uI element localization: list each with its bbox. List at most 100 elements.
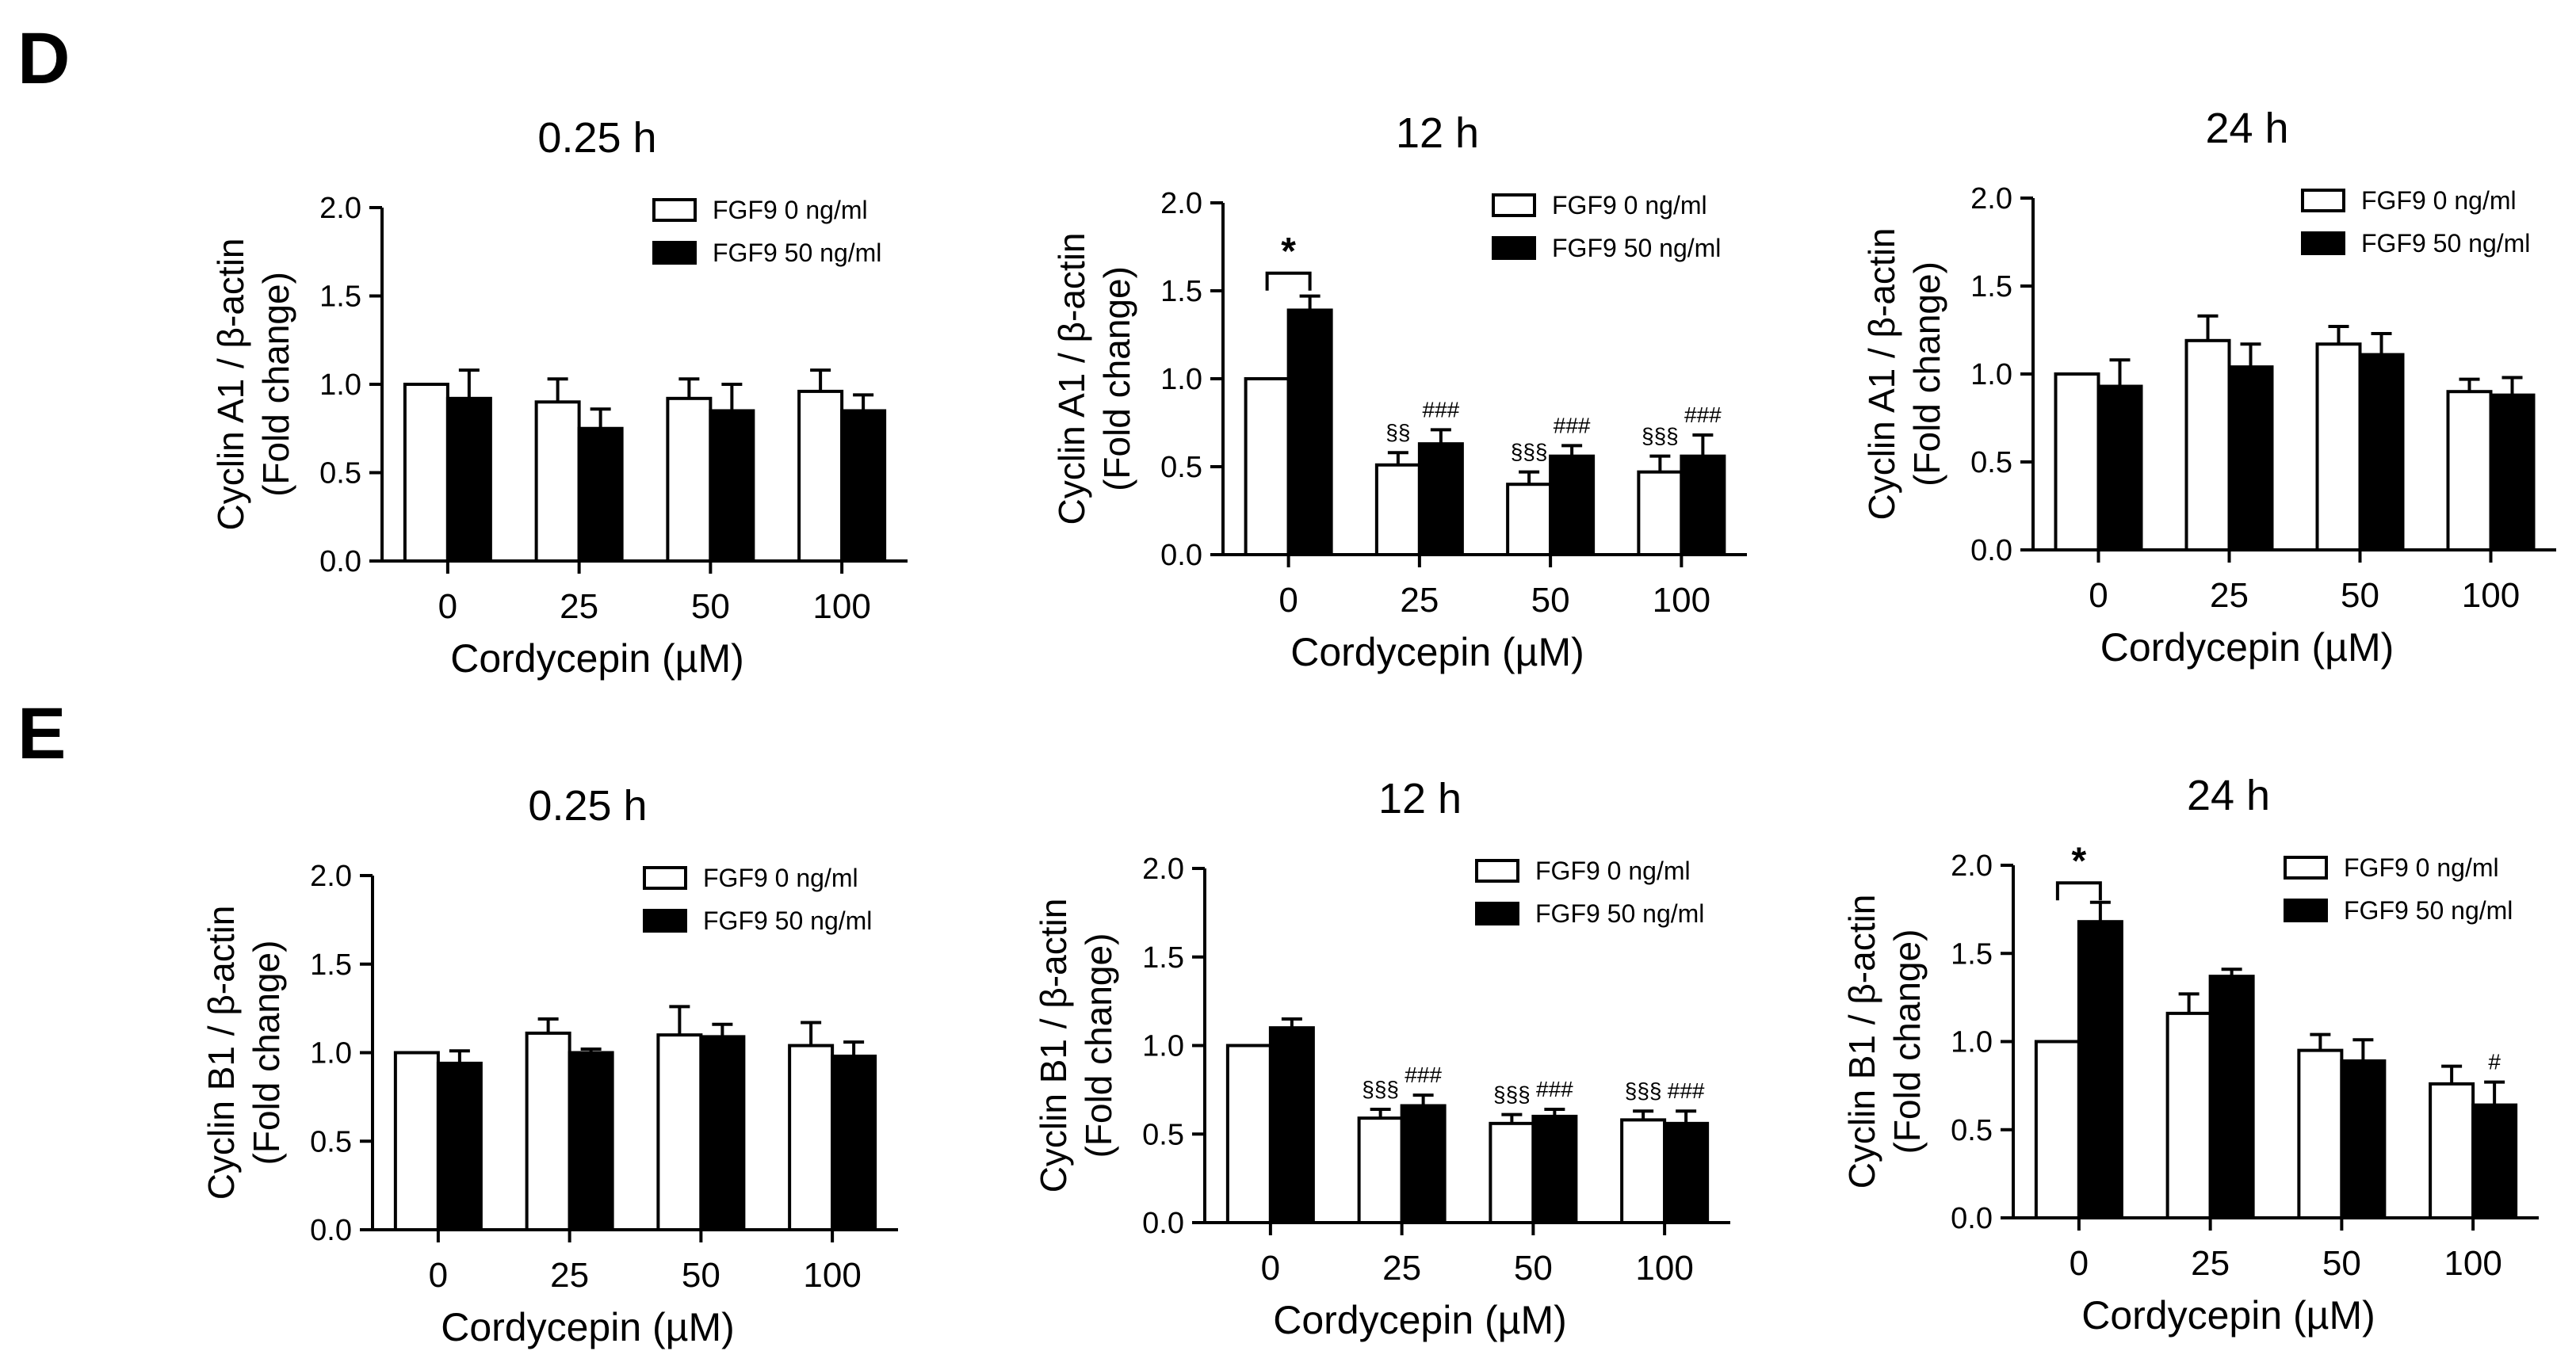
bar-fgf9-50 xyxy=(2340,1059,2387,1219)
bar-fgf9-50 xyxy=(2096,384,2143,552)
bar-fgf9-0 xyxy=(1225,1044,1272,1224)
bar-fgf9-0 xyxy=(525,1031,571,1232)
y-tick-label: 1.0 xyxy=(1160,363,1202,396)
legend-label-open: FGF9 0 ng/ml xyxy=(2361,186,2517,215)
x-tick-label: 25 xyxy=(560,587,598,626)
bar-fgf9-50 xyxy=(2077,920,2123,1219)
bar-fgf9-0 xyxy=(1357,1116,1404,1225)
bar-fgf9-0 xyxy=(2034,1040,2081,1219)
chart-6: 24 h 0.0 0.5 1.0 1.5 2.0 0 25 50 100 Cordycepin (µ… xyxy=(1841,772,2539,1338)
bar-fgf9-50 xyxy=(709,409,755,563)
y-tick-label: 0.5 xyxy=(319,457,361,490)
legend-label-filled: FGF9 50 ng/ml xyxy=(1535,899,1704,928)
x-tick-label: 0 xyxy=(438,587,457,626)
legend-label-open: FGF9 0 ng/ml xyxy=(2344,853,2499,882)
x-tick-label: 0 xyxy=(1278,581,1298,620)
x-tick-label: 100 xyxy=(2462,576,2520,615)
x-tick-label: 100 xyxy=(803,1256,861,1295)
significance-bracket xyxy=(2055,881,2102,901)
y-tick-label: 0.0 xyxy=(310,1214,352,1247)
bar-fgf9-50 xyxy=(831,1054,877,1231)
significance-bracket xyxy=(1265,271,1312,291)
chart-title: 24 h xyxy=(2187,772,2270,819)
significance-mark: ### xyxy=(1405,1063,1442,1087)
significance-mark: §§ xyxy=(1385,420,1410,445)
chart-1: 0.25 h 0.0 0.5 1.0 1.5 2.0 0 25 50 100 Cordycepin … xyxy=(210,114,908,681)
x-axis-title: Cordycepin (µM) xyxy=(450,636,744,681)
x-tick-label: 0 xyxy=(2089,576,2108,615)
y-axis-subtitle: (Fold change) xyxy=(1096,266,1137,491)
legend-label-open: FGF9 0 ng/ml xyxy=(703,864,858,892)
y-tick-label: 0.0 xyxy=(1970,534,2012,567)
y-tick-label: 1.5 xyxy=(319,280,361,314)
x-tick-label: 50 xyxy=(2322,1244,2361,1283)
x-axis-title: Cordycepin (µM) xyxy=(1273,1298,1567,1342)
panel-label-d: D xyxy=(17,18,71,99)
legend-swatch-filled xyxy=(643,909,687,933)
legend-label-open: FGF9 0 ng/ml xyxy=(1552,191,1707,219)
significance-mark: ### xyxy=(1668,1078,1705,1103)
x-tick-label: 50 xyxy=(682,1256,720,1295)
bar-fgf9-50 xyxy=(1680,454,1726,556)
y-tick-label: 0.5 xyxy=(310,1125,352,1158)
x-tick-label: 100 xyxy=(1653,581,1710,620)
y-tick-label: 0.5 xyxy=(1970,446,2012,479)
y-tick-label: 1.5 xyxy=(1951,937,1993,971)
y-axis-title: Cyclin A1 / β-actin xyxy=(1861,227,1902,520)
significance-asterisk: * xyxy=(2072,840,2087,882)
legend-swatch-filled xyxy=(2284,899,2328,922)
y-axis-title: Cyclin A1 / β-actin xyxy=(1051,232,1092,525)
bar-fgf9-0 xyxy=(2165,1011,2212,1220)
x-tick-label: 0 xyxy=(2070,1244,2089,1283)
legend-label-filled: FGF9 50 ng/ml xyxy=(713,239,881,267)
bar-fgf9-50 xyxy=(699,1035,746,1232)
bar-fgf9-0 xyxy=(393,1051,440,1231)
panel-label-e: E xyxy=(17,693,67,774)
y-axis-title: Cyclin A1 / β-actin xyxy=(210,238,251,530)
x-axis-title: Cordycepin (µM) xyxy=(2100,625,2394,670)
bar-fgf9-0 xyxy=(1489,1121,1535,1224)
x-tick-label: 100 xyxy=(1635,1249,1693,1288)
y-axis-subtitle: (Fold change) xyxy=(1906,261,1947,487)
bar-fgf9-0 xyxy=(2184,338,2231,551)
significance-mark: # xyxy=(2488,1050,2501,1074)
y-tick-label: 0.0 xyxy=(319,545,361,578)
significance-mark: ### xyxy=(1536,1077,1573,1101)
bar-fgf9-50 xyxy=(1531,1114,1578,1225)
y-tick-label: 2.0 xyxy=(310,860,352,893)
y-tick-label: 0.0 xyxy=(1142,1207,1184,1240)
y-tick-label: 1.5 xyxy=(1970,270,2012,303)
x-tick-label: 25 xyxy=(2210,576,2249,615)
chart-2: 12 h 0.0 0.5 1.0 1.5 2.0 0 25 50 100 Cordycepin (µ… xyxy=(1051,109,1747,674)
legend-swatch-open xyxy=(652,198,697,222)
y-axis-subtitle: (Fold change) xyxy=(246,941,287,1166)
x-axis-title: Cordycepin (µM) xyxy=(441,1305,735,1349)
y-axis-subtitle: (Fold change) xyxy=(255,272,296,497)
y-tick-label: 1.0 xyxy=(1970,358,2012,391)
y-tick-label: 1.0 xyxy=(319,368,361,402)
x-tick-label: 25 xyxy=(2191,1244,2230,1283)
significance-mark: ### xyxy=(1684,403,1722,427)
x-tick-label: 25 xyxy=(550,1256,589,1295)
bar-fgf9-0 xyxy=(1620,1118,1667,1224)
x-tick-label: 0 xyxy=(429,1256,448,1295)
chart-title: 0.25 h xyxy=(537,114,656,162)
legend-swatch-filled xyxy=(652,241,697,265)
y-tick-label: 1.5 xyxy=(310,948,352,982)
y-tick-label: 0.5 xyxy=(1160,451,1202,484)
bar-fgf9-0 xyxy=(1637,470,1684,556)
x-axis-title: Cordycepin (µM) xyxy=(2081,1293,2375,1338)
chart-3: 24 h 0.0 0.5 1.0 1.5 2.0 0 25 50 100 Cordycepin (µ… xyxy=(1861,105,2556,670)
legend-label-filled: FGF9 50 ng/ml xyxy=(1552,234,1721,262)
bar-fgf9-0 xyxy=(534,400,581,563)
bar-fgf9-0 xyxy=(788,1044,835,1232)
y-tick-label: 1.5 xyxy=(1160,275,1202,308)
x-tick-label: 50 xyxy=(1531,581,1570,620)
bar-fgf9-0 xyxy=(403,383,449,563)
bar-fgf9-50 xyxy=(568,1051,614,1231)
y-axis-subtitle: (Fold change) xyxy=(1078,933,1119,1158)
bar-fgf9-50 xyxy=(2208,975,2255,1220)
bar-fgf9-50 xyxy=(840,409,887,563)
bar-fgf9-50 xyxy=(2358,353,2405,551)
